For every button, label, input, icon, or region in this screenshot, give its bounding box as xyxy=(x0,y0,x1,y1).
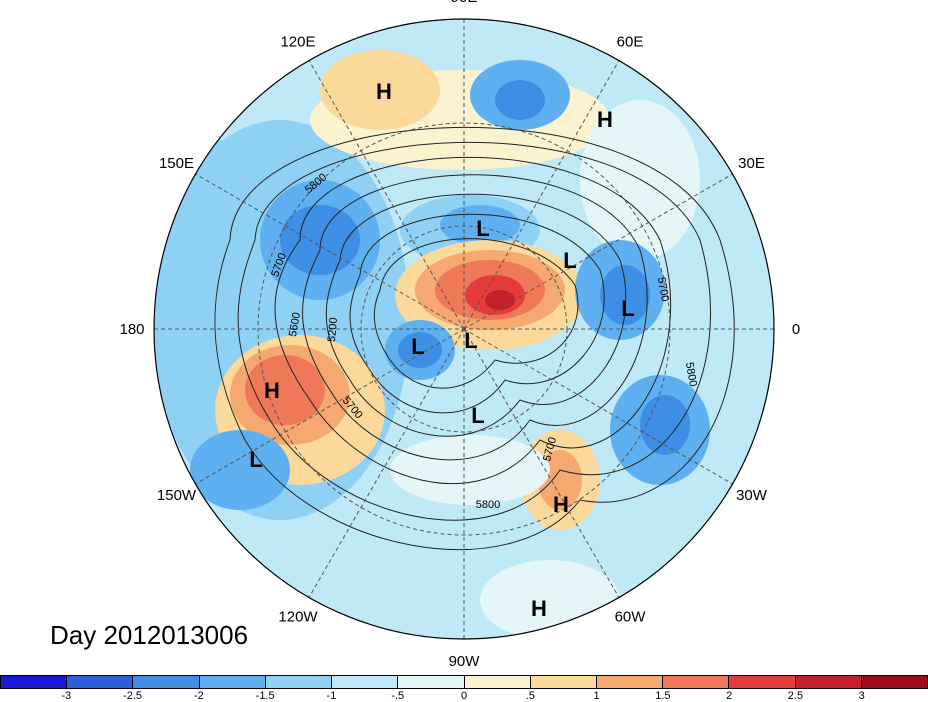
colorbar-tick-label: -3 xyxy=(61,690,72,702)
longitude-label: 90W xyxy=(449,653,481,670)
colorbar-swatch xyxy=(596,676,664,688)
anomaly-region xyxy=(480,560,620,639)
colorbar-swatch xyxy=(332,676,399,688)
longitude-label: 60W xyxy=(615,609,647,626)
low-pressure-marker: L xyxy=(471,403,484,428)
map-disc xyxy=(154,19,774,639)
low-pressure-marker: L xyxy=(464,328,477,353)
colorbar-swatch xyxy=(795,676,862,688)
longitude-label: 90E xyxy=(451,0,478,6)
colorbar-tick-label: -.5 xyxy=(391,690,405,702)
colorbar-tick-label: 0 xyxy=(460,690,468,702)
colorbar-tick-label: -2.5 xyxy=(123,690,143,702)
colorbar-tick-label: 2 xyxy=(726,690,733,702)
low-pressure-marker: L xyxy=(621,296,634,321)
colorbar-tick-label: -2 xyxy=(193,690,204,702)
anomaly-region xyxy=(495,80,545,120)
anomaly-region xyxy=(640,395,690,455)
map-border xyxy=(153,18,775,640)
colorbar-swatch xyxy=(199,676,266,688)
pressure-centers: H H L L L L L L H L H H xyxy=(249,79,634,621)
colorbar-swatch xyxy=(729,676,796,688)
longitude-label: 0 xyxy=(792,321,800,338)
contour-label: 5700 xyxy=(655,276,671,302)
high-pressure-marker: H xyxy=(531,596,547,621)
colorbar xyxy=(0,675,928,689)
day-label: Day 2012013006 xyxy=(50,620,249,650)
colorbar-swatch xyxy=(133,676,200,688)
longitude-labels: 90E 60E 30E 0 30W 60W 90W 120W 150W 180 150E 120E xyxy=(119,0,800,670)
graticule xyxy=(154,19,774,639)
longitude-label: 30E xyxy=(738,155,765,172)
colorbar-swatch xyxy=(67,676,134,688)
colorbar-tick-label: 1.5 xyxy=(655,690,671,702)
anomaly-region xyxy=(190,430,290,510)
high-pressure-marker: H xyxy=(597,107,613,132)
anomaly-region xyxy=(485,290,515,310)
anomaly-region xyxy=(600,265,650,325)
anomaly-region xyxy=(280,205,360,275)
colorbar-swatch xyxy=(464,676,531,688)
longitude-label: 150E xyxy=(159,155,194,172)
anomaly-region xyxy=(580,100,700,260)
longitude-label: 120W xyxy=(278,609,318,626)
longitude-label: 180 xyxy=(119,321,144,338)
colorbar-tick-label: .5 xyxy=(525,690,535,702)
colorbar-swatch xyxy=(663,676,730,688)
high-pressure-marker: H xyxy=(264,378,280,403)
low-pressure-marker: L xyxy=(249,447,262,472)
high-pressure-marker: H xyxy=(553,492,569,517)
longitude-label: 60E xyxy=(617,34,644,51)
low-pressure-marker: L xyxy=(411,334,424,359)
colorbar-tick-label: 2.5 xyxy=(787,690,804,702)
anomaly-region xyxy=(390,435,550,505)
contour-label: 5800 xyxy=(683,361,699,387)
anomaly-region xyxy=(245,355,325,425)
colorbar-tick-label: -1.5 xyxy=(255,690,275,702)
colorbar-swatch xyxy=(861,676,928,688)
contour-label: 5600 xyxy=(287,311,303,337)
longitude-label: 30W xyxy=(736,487,768,504)
anomaly-region xyxy=(320,50,440,130)
high-pressure-marker: H xyxy=(376,79,392,104)
colorbar-swatch xyxy=(398,676,465,688)
low-pressure-marker: L xyxy=(476,216,489,241)
height-contours xyxy=(214,127,735,550)
anomaly-region xyxy=(398,332,442,368)
anomaly-region xyxy=(180,140,260,260)
contour-label: 5800 xyxy=(476,499,500,511)
colorbar-tick-labels: -3 -2.5 -2 -1.5 -1 -.5 0 .5 1 1.5 2 2.5 3 xyxy=(0,690,928,702)
colorbar-swatch xyxy=(1,676,68,688)
colorbar-tick-label: 1 xyxy=(593,690,600,702)
low-pressure-marker: L xyxy=(563,248,576,273)
colorbar-tick-label: 3 xyxy=(858,690,865,702)
colorbar-tick-label: -1 xyxy=(326,690,337,702)
colorbar-swatch xyxy=(265,676,333,688)
longitude-label: 120E xyxy=(280,34,315,51)
colorbar-swatch xyxy=(530,676,597,688)
longitude-label: 150W xyxy=(157,487,197,504)
contour-label: 5200 xyxy=(326,317,340,342)
